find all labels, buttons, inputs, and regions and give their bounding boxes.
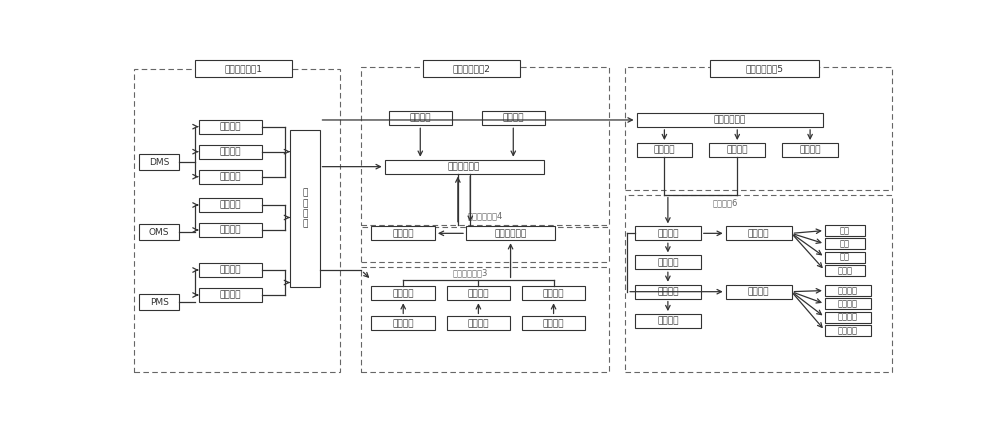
FancyBboxPatch shape xyxy=(423,60,520,77)
Text: 故障数据: 故障数据 xyxy=(220,172,241,181)
Text: 图形数据: 图形数据 xyxy=(220,291,241,300)
Text: 综合分析单关5: 综合分析单关5 xyxy=(745,64,783,73)
FancyBboxPatch shape xyxy=(522,286,585,301)
FancyBboxPatch shape xyxy=(199,170,262,184)
FancyBboxPatch shape xyxy=(726,284,792,299)
Text: 配网信息单元1: 配网信息单元1 xyxy=(224,64,262,73)
FancyBboxPatch shape xyxy=(371,317,435,330)
FancyBboxPatch shape xyxy=(199,288,262,302)
Text: 故障数据: 故障数据 xyxy=(468,289,489,298)
Text: 台账数据: 台账数据 xyxy=(220,265,241,275)
Text: 预警单关6: 预警单关6 xyxy=(713,198,738,207)
Text: 界面展示: 界面展示 xyxy=(838,286,858,295)
Text: 动态感知单关3: 动态感知单关3 xyxy=(452,268,488,278)
Text: 设备异动: 设备异动 xyxy=(220,226,241,235)
FancyBboxPatch shape xyxy=(466,226,555,240)
Text: 动态分析单关4: 动态分析单关4 xyxy=(468,211,503,220)
FancyBboxPatch shape xyxy=(199,223,262,237)
FancyBboxPatch shape xyxy=(199,145,262,158)
Text: 动态分析模块: 动态分析模块 xyxy=(494,229,527,238)
FancyBboxPatch shape xyxy=(482,111,545,125)
Text: 调控: 调控 xyxy=(840,226,850,235)
FancyBboxPatch shape xyxy=(637,113,822,127)
FancyBboxPatch shape xyxy=(635,314,701,328)
FancyBboxPatch shape xyxy=(825,225,865,236)
Text: 实时数据: 实时数据 xyxy=(392,289,414,298)
Text: 告警模块: 告警模块 xyxy=(748,229,769,238)
FancyBboxPatch shape xyxy=(199,120,262,134)
FancyBboxPatch shape xyxy=(199,263,262,277)
Text: PMS: PMS xyxy=(150,298,169,307)
FancyBboxPatch shape xyxy=(385,160,544,174)
FancyBboxPatch shape xyxy=(825,312,871,323)
FancyBboxPatch shape xyxy=(710,60,819,77)
Text: 断面数据: 断面数据 xyxy=(392,319,414,328)
Text: 自愈能力: 自愈能力 xyxy=(654,145,675,155)
FancyBboxPatch shape xyxy=(388,111,452,125)
Text: 综合分析模块: 综合分析模块 xyxy=(713,116,746,124)
Text: 电网模型: 电网模型 xyxy=(410,114,431,123)
Text: 自动化: 自动化 xyxy=(837,266,852,275)
Text: 设备信息: 设备信息 xyxy=(503,114,524,123)
FancyBboxPatch shape xyxy=(825,298,871,309)
FancyBboxPatch shape xyxy=(635,226,701,240)
Text: 预警模块: 预警模块 xyxy=(657,229,679,238)
FancyBboxPatch shape xyxy=(637,143,692,157)
Text: 检修计划: 检修计划 xyxy=(220,200,241,210)
Text: 发布模块: 发布模块 xyxy=(748,287,769,296)
Text: 设备异动: 设备异动 xyxy=(543,319,564,328)
FancyBboxPatch shape xyxy=(371,286,435,301)
FancyBboxPatch shape xyxy=(825,285,871,296)
FancyBboxPatch shape xyxy=(139,154,179,170)
Text: 解决方案: 解决方案 xyxy=(657,317,679,326)
FancyBboxPatch shape xyxy=(195,60,292,77)
FancyBboxPatch shape xyxy=(825,252,865,263)
Text: 运检: 运检 xyxy=(840,239,850,249)
FancyBboxPatch shape xyxy=(635,255,701,269)
FancyBboxPatch shape xyxy=(635,284,701,299)
FancyBboxPatch shape xyxy=(139,294,179,310)
FancyBboxPatch shape xyxy=(825,238,865,249)
FancyBboxPatch shape xyxy=(825,265,865,276)
Text: 操作信息: 操作信息 xyxy=(468,319,489,328)
FancyBboxPatch shape xyxy=(139,224,179,240)
FancyBboxPatch shape xyxy=(290,130,320,287)
Text: 自愈能力: 自愈能力 xyxy=(657,258,679,267)
FancyBboxPatch shape xyxy=(825,325,871,336)
Text: OMS: OMS xyxy=(149,228,169,237)
FancyBboxPatch shape xyxy=(447,286,510,301)
Text: 发展: 发展 xyxy=(840,253,850,262)
FancyBboxPatch shape xyxy=(709,143,765,157)
Text: 接
口
服
务: 接 口 服 务 xyxy=(302,188,307,229)
FancyBboxPatch shape xyxy=(371,226,435,240)
Text: 静态分析单关2: 静态分析单关2 xyxy=(453,64,491,73)
Text: 分析报告: 分析报告 xyxy=(838,299,858,308)
Text: 断面信息: 断面信息 xyxy=(392,229,414,238)
FancyBboxPatch shape xyxy=(522,317,585,330)
Text: 预警信息: 预警信息 xyxy=(726,145,748,155)
FancyBboxPatch shape xyxy=(726,226,792,240)
Text: 检修计划: 检修计划 xyxy=(543,289,564,298)
Text: DMS: DMS xyxy=(149,158,169,167)
FancyBboxPatch shape xyxy=(447,317,510,330)
Text: 网络拓扑: 网络拓扑 xyxy=(220,122,241,131)
Text: 信息发布: 信息发布 xyxy=(838,326,858,335)
Text: 短信告警: 短信告警 xyxy=(838,313,858,322)
Text: 静态分析模块: 静态分析模块 xyxy=(448,162,480,171)
Text: 实时数据: 实时数据 xyxy=(220,147,241,156)
Text: 预警信息: 预警信息 xyxy=(657,287,679,296)
Text: 解决方案: 解决方案 xyxy=(799,145,821,155)
FancyBboxPatch shape xyxy=(199,198,262,212)
FancyBboxPatch shape xyxy=(782,143,838,157)
